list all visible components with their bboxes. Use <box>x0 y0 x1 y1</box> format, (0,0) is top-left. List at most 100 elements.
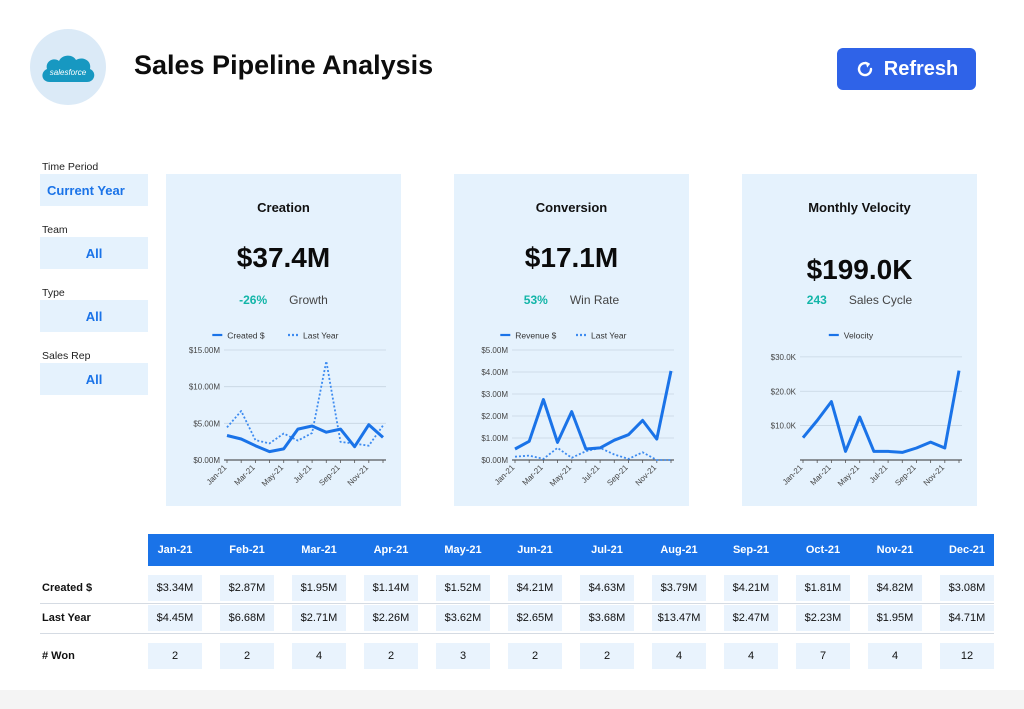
growth-label: Growth <box>289 293 328 307</box>
x-tick-label: Nov-21 <box>346 463 371 488</box>
y-tick-label: $3.00M <box>481 390 508 399</box>
creation-card: Creation $37.4M -26% Growth Created $ Las… <box>166 174 401 506</box>
table-cell: 4 <box>724 643 778 669</box>
creation-chart: Created $ Last Year $0.00M $5.00M $10.00M $15… <box>189 331 386 489</box>
row-divider <box>40 633 994 634</box>
column-header: Jan-21 <box>157 544 193 556</box>
filter-label-sales-rep: Sales Rep <box>42 350 91 362</box>
x-tick-label: Jan-21 <box>205 463 229 487</box>
x-tick-label: Nov-21 <box>922 463 947 488</box>
column-header: Jun-21 <box>517 544 553 556</box>
x-tick-label: Sep-21 <box>317 463 342 488</box>
series-line-revenue- <box>514 370 673 451</box>
table-header <box>148 534 994 566</box>
table-cell: $3.08M <box>940 575 994 601</box>
team-select[interactable]: All <box>40 237 148 269</box>
table-cell: 4 <box>652 643 706 669</box>
column-header: Oct-21 <box>805 544 841 556</box>
refresh-icon <box>857 61 872 77</box>
table-cell: $3.68M <box>580 605 634 631</box>
table-cell: 4 <box>868 643 922 669</box>
series-line-velocity <box>801 370 961 454</box>
table-cell: $6.68M <box>220 605 274 631</box>
y-tick-label: $5.00M <box>481 346 508 355</box>
type-select[interactable]: All <box>40 300 148 332</box>
table-cell: $2.23M <box>796 605 850 631</box>
series-line-created- <box>226 423 384 454</box>
velocity-chart: Velocity $10.0K $20.0K $30.0K Jan-21 Mar-21 Ma… <box>771 331 962 489</box>
row-label: # Won <box>42 650 75 662</box>
time-period-select[interactable]: Current Year <box>40 174 148 206</box>
y-tick-label: $0.00M <box>481 456 508 465</box>
y-tick-label: $20.0K <box>771 387 797 396</box>
table-cell: $3.34M <box>148 575 202 601</box>
conversion-chart: Revenue $ Last Year $0.00M $1.00M $2.00M $3.0… <box>481 331 674 489</box>
x-tick-label: May-21 <box>548 463 574 489</box>
table-cell: $4.71M <box>940 605 994 631</box>
legend-label: Revenue $ <box>515 331 556 341</box>
table-cell: 2 <box>508 643 562 669</box>
svg-text:salesforce: salesforce <box>50 68 87 77</box>
table-cell: 12 <box>940 643 994 669</box>
legend-label: Last Year <box>591 331 627 341</box>
column-header: Nov-21 <box>876 544 914 556</box>
sales-rep-select[interactable]: All <box>40 363 148 395</box>
velocity-card: Monthly Velocity $199.0K 243 Sales Cycle… <box>742 174 977 506</box>
table-cell: $2.87M <box>220 575 274 601</box>
column-header: Sep-21 <box>732 544 770 556</box>
table-cell: $2.26M <box>364 605 418 631</box>
table-cell: 7 <box>796 643 850 669</box>
table-cell: 4 <box>292 643 346 669</box>
table-cell: $1.14M <box>364 575 418 601</box>
x-tick-label: Sep-21 <box>893 463 918 488</box>
filter-label-time-period: Time Period <box>42 161 99 173</box>
x-tick-label: Jul-21 <box>580 463 602 485</box>
y-tick-label: $15.00M <box>189 346 220 355</box>
x-tick-label: Sep-21 <box>605 463 630 488</box>
legend-label: Created $ <box>227 331 265 341</box>
column-header: Apr-21 <box>373 544 409 556</box>
table-cell: $1.95M <box>292 575 346 601</box>
x-tick-label: Mar-21 <box>520 463 545 488</box>
table-cell: $4.45M <box>148 605 202 631</box>
filter-label-type: Type <box>42 287 65 299</box>
table-cell: 2 <box>148 643 202 669</box>
y-tick-label: $0.00M <box>193 456 220 465</box>
growth-value: -26% <box>239 293 268 307</box>
table-cell: $2.65M <box>508 605 562 631</box>
card-sub: 53% Win Rate <box>454 293 689 307</box>
x-tick-label: Jan-21 <box>493 463 517 487</box>
column-header: May-21 <box>444 544 482 556</box>
card-sub: 243 Sales Cycle <box>742 293 977 307</box>
x-tick-label: Jul-21 <box>292 463 314 485</box>
series-line-last-year <box>226 360 384 447</box>
sales-cycle-value: 243 <box>806 293 827 307</box>
y-tick-label: $10.0K <box>771 422 797 431</box>
card-value: $17.1M <box>524 242 619 273</box>
y-tick-label: $4.00M <box>481 368 508 377</box>
y-tick-label: $1.00M <box>481 434 508 443</box>
win-rate-label: Win Rate <box>569 293 620 307</box>
table-cell: $4.21M <box>724 575 778 601</box>
card-title: Creation <box>257 200 310 215</box>
refresh-label: Refresh <box>883 57 959 80</box>
y-tick-label: $30.0K <box>771 353 797 362</box>
table-cell: $3.79M <box>652 575 706 601</box>
y-tick-label: $5.00M <box>193 419 220 428</box>
page-title: Sales Pipeline Analysis <box>134 50 434 80</box>
card-title: Conversion <box>535 200 608 215</box>
row-label: Last Year <box>42 612 91 624</box>
column-header: Mar-21 <box>301 544 337 556</box>
footer-band <box>0 690 1024 709</box>
x-tick-label: May-21 <box>836 463 862 489</box>
win-rate-value: 53% <box>523 293 548 307</box>
refresh-button[interactable]: Refresh <box>837 48 976 90</box>
column-header: Dec-21 <box>948 544 986 556</box>
table-cell: $1.81M <box>796 575 850 601</box>
x-tick-label: May-21 <box>260 463 286 489</box>
x-tick-label: Mar-21 <box>808 463 833 488</box>
row-divider <box>40 603 994 604</box>
legend-label: Last Year <box>303 331 339 341</box>
table-cell: $4.63M <box>580 575 634 601</box>
x-tick-label: Nov-21 <box>634 463 659 488</box>
